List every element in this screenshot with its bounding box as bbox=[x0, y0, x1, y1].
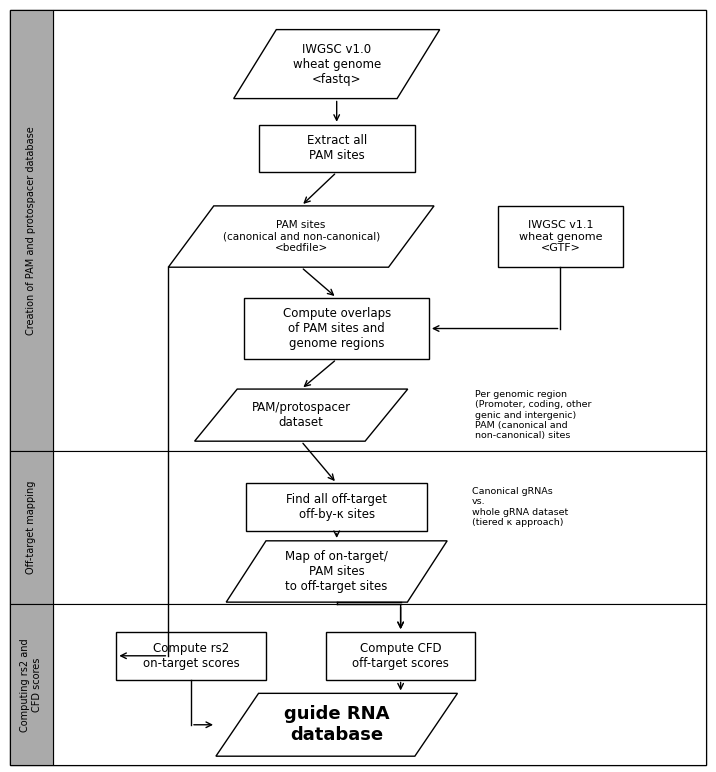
Bar bbox=[10, 11, 52, 451]
Text: Per genomic region
(Promoter, coding, other
genic and intergenic)
PAM (canonical: Per genomic region (Promoter, coding, ot… bbox=[475, 390, 591, 440]
Bar bbox=[52, 11, 706, 451]
Text: Extract all
PAM sites: Extract all PAM sites bbox=[306, 134, 367, 162]
Bar bbox=[246, 483, 427, 531]
Text: Creation of PAM and protospacer database: Creation of PAM and protospacer database bbox=[26, 127, 37, 335]
Polygon shape bbox=[226, 541, 448, 602]
Text: IWGSC v1.0
wheat genome
<fastq>: IWGSC v1.0 wheat genome <fastq> bbox=[293, 42, 381, 86]
Bar bbox=[52, 451, 706, 604]
Bar bbox=[498, 206, 623, 267]
Polygon shape bbox=[168, 206, 434, 267]
Text: PAM/protospacer
dataset: PAM/protospacer dataset bbox=[251, 401, 351, 429]
Bar bbox=[10, 604, 52, 765]
Text: Compute overlaps
of PAM sites and
genome regions: Compute overlaps of PAM sites and genome… bbox=[283, 307, 391, 350]
Bar bbox=[10, 451, 52, 604]
Text: Compute CFD
off-target scores: Compute CFD off-target scores bbox=[352, 642, 449, 670]
Text: Compute rs2
on-target scores: Compute rs2 on-target scores bbox=[142, 642, 239, 670]
Text: IWGSC v1.1
wheat genome
<GTF>: IWGSC v1.1 wheat genome <GTF> bbox=[518, 220, 602, 253]
Polygon shape bbox=[195, 389, 407, 441]
Bar bbox=[326, 632, 475, 679]
Text: guide RNA
database: guide RNA database bbox=[284, 706, 390, 744]
Bar bbox=[52, 604, 706, 765]
Polygon shape bbox=[216, 693, 458, 757]
Polygon shape bbox=[233, 29, 440, 99]
Text: Off-target mapping: Off-target mapping bbox=[26, 481, 37, 574]
Text: PAM sites
(canonical and non-canonical)
<bedfile>: PAM sites (canonical and non-canonical) … bbox=[223, 220, 379, 253]
Bar bbox=[244, 298, 429, 359]
Text: Canonical gRNAs
vs.
whole gRNA dataset
(tiered κ approach): Canonical gRNAs vs. whole gRNA dataset (… bbox=[472, 487, 568, 527]
Text: Computing rs2 and
CFD scores: Computing rs2 and CFD scores bbox=[20, 638, 42, 732]
Bar bbox=[258, 124, 415, 172]
Text: Find all off-target
off-by-κ sites: Find all off-target off-by-κ sites bbox=[286, 493, 387, 521]
Text: Map of on-target/
PAM sites
to off-target sites: Map of on-target/ PAM sites to off-targe… bbox=[285, 550, 388, 593]
Bar bbox=[117, 632, 266, 679]
